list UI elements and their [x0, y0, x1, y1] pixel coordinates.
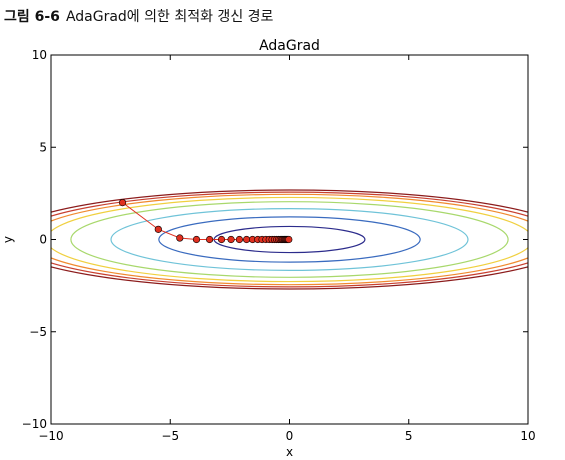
path-point-4	[192, 235, 201, 244]
optimization-path	[118, 199, 293, 244]
x-axis-label: x	[286, 445, 293, 459]
contour-5	[51, 196, 528, 283]
path-point-1	[118, 199, 127, 207]
y-tick-label: −5	[29, 325, 47, 339]
path-point-2	[154, 225, 162, 233]
figure-caption-text: AdaGrad에 의한 최적화 갱신 경로	[65, 9, 274, 25]
y-tick-label: 0	[39, 233, 47, 247]
path-point-8	[235, 235, 244, 244]
contour-6	[51, 193, 528, 286]
x-tick-label: 5	[405, 429, 413, 443]
figure-caption: 그림 6-6 AdaGrad에 의한 최적화 갱신 경로	[4, 6, 273, 26]
y-axis-label: y	[1, 236, 15, 243]
y-tick-label: 10	[32, 48, 47, 62]
path-point-7	[227, 235, 235, 244]
path-point-9	[242, 235, 251, 244]
y-tick-label: −10	[22, 417, 47, 431]
contour-7	[51, 191, 528, 288]
path-point-27	[285, 235, 293, 244]
figure-number: 그림 6-6	[4, 9, 60, 25]
x-tick-label: 10	[520, 429, 535, 443]
contour-8	[51, 189, 528, 290]
contour-4	[70, 201, 509, 278]
path-point-3	[176, 234, 184, 242]
x-tick-label: 0	[286, 429, 294, 443]
contour-lines	[51, 189, 528, 290]
x-tick-label: −10	[38, 429, 63, 443]
path-point-6	[217, 235, 226, 244]
contour-2	[158, 216, 421, 263]
chart-title: AdaGrad	[259, 38, 320, 54]
path-point-5	[206, 235, 214, 244]
path-line	[122, 202, 289, 240]
y-tick-label: 5	[39, 140, 47, 154]
axis-ticks: −10 −5 0 5 10 −10 −5 0 5 10	[22, 48, 536, 443]
contour-3	[110, 208, 469, 271]
x-tick-label: −5	[161, 429, 179, 443]
